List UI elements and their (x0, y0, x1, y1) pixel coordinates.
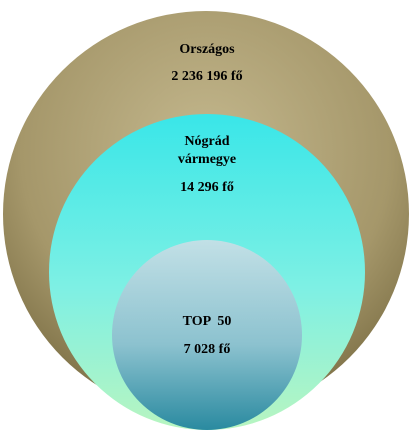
circle-label: vármegye (178, 152, 236, 167)
inner-circle (112, 240, 302, 430)
labels: Országos 2 236 196 fő Nógrád vármegye 14 296… (171, 42, 242, 357)
circle-label: Országos (179, 42, 235, 57)
circle-label: TOP 50 (183, 314, 232, 329)
circle-label: 2 236 196 fő (171, 69, 242, 84)
circle-label: 7 028 fő (184, 342, 231, 357)
circle-label: Nógrád (184, 134, 229, 149)
circle-label: 14 296 fő (180, 180, 234, 195)
